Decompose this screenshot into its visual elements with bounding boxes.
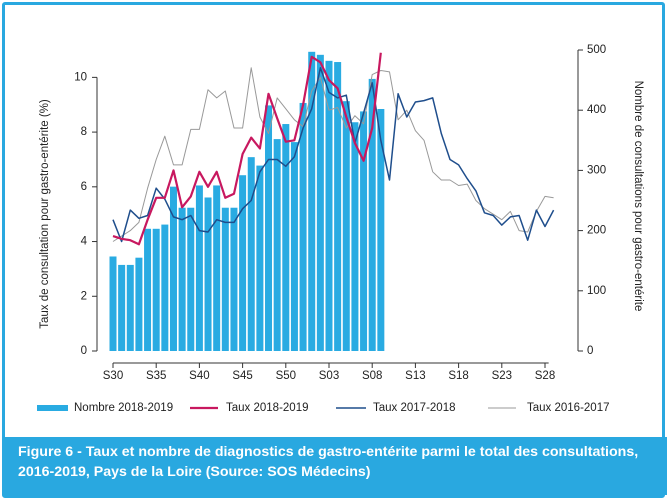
bar [256,165,264,351]
bar [230,207,238,351]
bar [118,264,126,351]
legend-label: Taux 2017-2018 [373,402,455,414]
bar [195,185,203,351]
bar [152,228,160,351]
bar [247,157,255,351]
bar [299,102,307,351]
bar [204,197,212,351]
bar [213,185,221,351]
line [112,67,555,243]
legend-label: Nombre 2018-2019 [74,402,173,414]
y-tick-label: 8 [81,126,87,138]
bar [282,124,290,352]
bar [273,139,281,351]
bar [239,175,247,351]
x-tick-label: S30 [103,370,123,382]
bar [109,256,117,351]
bar [342,101,350,351]
bar [360,111,368,352]
bar [169,186,177,351]
bar [368,78,376,352]
bar [325,60,333,351]
y-tick-label: 4 [81,236,88,248]
bar [316,54,324,351]
bar [221,207,229,351]
x-tick-label: S03 [319,370,339,382]
y2-tick-label: 100 [587,285,606,297]
y-tick-label: 2 [81,290,87,302]
x-tick-label: S23 [492,370,512,382]
x-tick-label: S28 [535,370,555,382]
x-tick-label: S08 [362,370,382,382]
line [112,67,554,242]
bar [265,105,273,351]
legend-label: Taux 2016-2017 [527,402,609,414]
bar [377,108,385,351]
line [112,52,382,246]
x-tick-label: S40 [189,370,209,382]
y-tick-label: 6 [81,181,87,193]
x-tick-label: S50 [276,370,296,382]
bar [178,207,186,351]
y2-tick-label: 0 [587,345,593,357]
x-tick-label: S35 [146,370,166,382]
y2-axis-label: Nombre de consultations pour gastro-enté… [632,81,644,312]
legend-label: Taux 2018-2019 [226,402,308,414]
x-tick-label: S13 [405,370,425,382]
x-tick-label: S18 [448,370,468,382]
bar [161,224,169,351]
y2-tick-label: 500 [587,44,606,56]
bar [334,62,342,351]
bar [308,51,316,351]
bar [351,122,359,352]
x-tick-label: S45 [232,370,252,382]
bar [187,207,195,351]
bar [126,264,134,351]
y2-tick-label: 400 [587,104,606,116]
bar [144,228,152,351]
y-tick-label: 10 [74,71,87,83]
y2-tick-label: 200 [587,225,606,237]
bar [290,142,298,351]
caption: Figure 6 - Taux et nombre de diagnostics… [5,437,667,495]
bar [135,257,143,351]
y2-tick-label: 300 [587,164,606,176]
y-axis-label: Taux de consultation pour gastro-entérit… [39,99,51,329]
y-tick-label: 0 [81,345,87,357]
